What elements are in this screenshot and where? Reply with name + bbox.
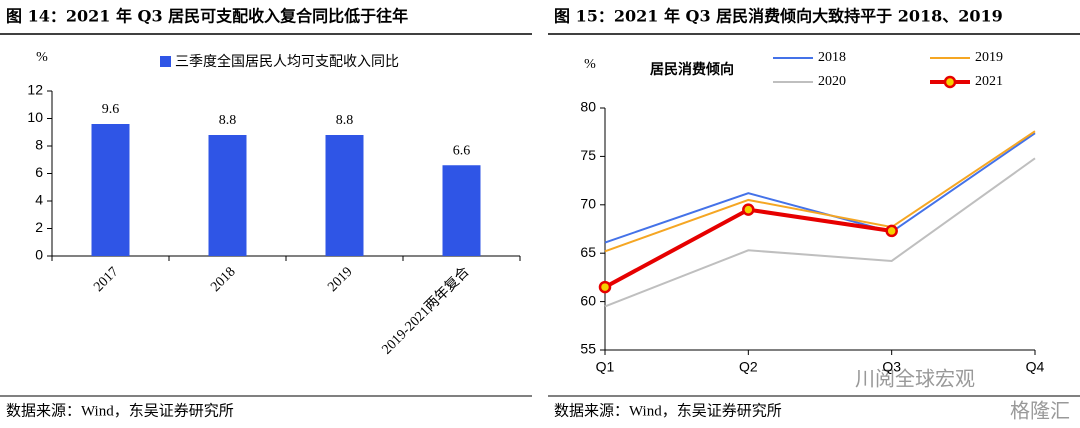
x-tick-label: Q1 xyxy=(596,359,615,375)
line xyxy=(604,132,1036,244)
x-tick-label: Q2 xyxy=(739,359,758,375)
legend-label: 2020 xyxy=(818,74,846,89)
x-tick-label: 2019-2021两年复合 xyxy=(378,263,473,358)
data-label: 6.6 xyxy=(453,143,471,158)
x-tick-label: 2019 xyxy=(325,264,355,294)
data-label: 9.6 xyxy=(102,102,120,117)
bar xyxy=(325,135,364,256)
bar xyxy=(442,165,481,256)
source: 数据来源：Wind，东吴证券研究所 xyxy=(554,402,782,419)
x-tick-label: Q3 xyxy=(882,359,901,375)
marker xyxy=(885,224,898,238)
legend-marker xyxy=(943,75,957,89)
y-tick-label: 65 xyxy=(580,244,596,260)
bar xyxy=(91,124,130,256)
line xyxy=(604,130,1036,253)
marker xyxy=(742,203,755,216)
watermark: 格隆汇 xyxy=(1010,399,1070,423)
y-tick-label: 12 xyxy=(27,82,43,98)
x-tick-label: 2017 xyxy=(91,264,121,294)
y-tick-label: 0 xyxy=(35,247,43,263)
legend-swatch xyxy=(160,56,171,67)
bar xyxy=(208,135,247,256)
annotation: 居民消费倾向 xyxy=(650,61,734,78)
marker xyxy=(598,280,612,294)
y-axis-label: % xyxy=(584,57,596,72)
y-tick-label: 2 xyxy=(35,219,43,235)
legend-label: 2021 xyxy=(975,74,1003,89)
chart-title: 图 15：2021 年 Q3 居民消费倾向大致持平于 2018、2019 xyxy=(554,7,1003,26)
y-tick-label: 4 xyxy=(35,192,43,208)
source: 数据来源：Wind，东吴证券研究所 xyxy=(6,402,234,419)
legend-label: 2018 xyxy=(818,50,846,65)
line xyxy=(604,157,1036,308)
x-tick-label: Q4 xyxy=(1026,359,1045,375)
x-tick-label: 2018 xyxy=(208,264,238,294)
chart-title: 图 14：2021 年 Q3 居民可支配收入复合同比低于往年 xyxy=(6,7,408,26)
legend-label: 三季度全国居民人均可支配收入同比 xyxy=(175,53,399,70)
y-tick-label: 6 xyxy=(35,164,43,180)
data-label: 8.8 xyxy=(219,113,237,128)
watermark: 川阅全球宏观 xyxy=(855,367,975,391)
y-tick-label: 8 xyxy=(35,137,43,153)
y-tick-label: 75 xyxy=(580,147,596,163)
y-tick-label: 80 xyxy=(580,99,596,115)
y-axis-label: % xyxy=(36,50,48,65)
y-tick-label: 55 xyxy=(580,341,596,357)
data-label: 8.8 xyxy=(336,113,354,128)
y-tick-label: 70 xyxy=(580,196,596,212)
y-tick-label: 60 xyxy=(580,292,596,308)
y-tick-label: 10 xyxy=(27,109,43,125)
legend-label: 2019 xyxy=(975,50,1003,65)
